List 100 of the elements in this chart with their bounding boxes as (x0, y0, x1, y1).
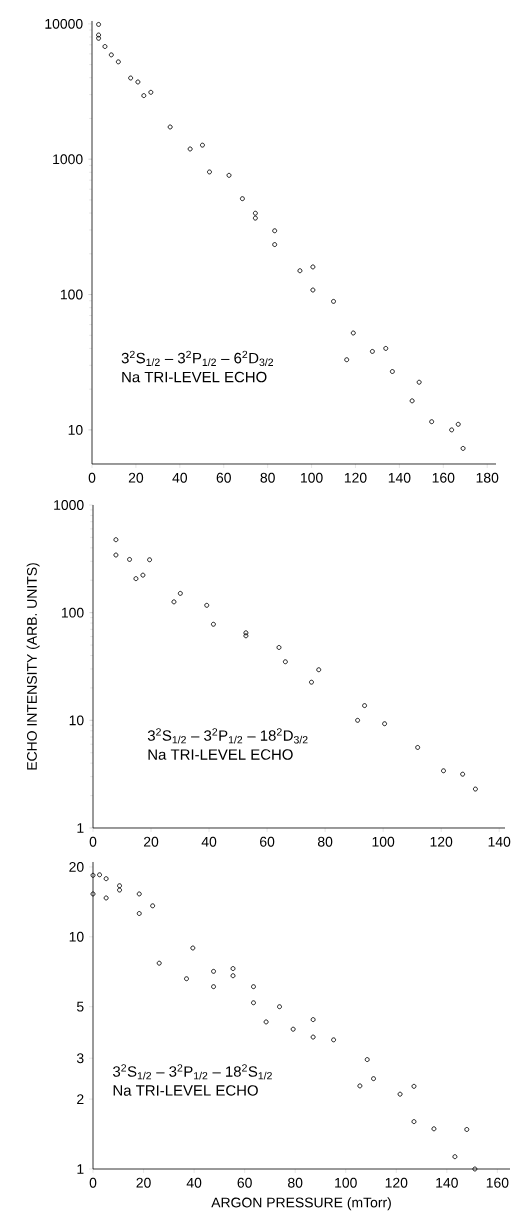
point (357, 1083, 363, 1089)
point (108, 52, 114, 58)
point (150, 903, 156, 909)
y-tick-label: 5 (76, 1001, 84, 1012)
point (272, 242, 278, 248)
y-tick-label: 2 (77, 1094, 84, 1104)
point (310, 264, 316, 270)
point (243, 633, 249, 639)
x-tick-label: 20 (136, 1177, 151, 1188)
point (371, 1076, 376, 1082)
point (133, 576, 139, 582)
point (117, 887, 122, 893)
point (211, 984, 216, 990)
annotation: Na TRI-LEVEL ECHO (148, 749, 293, 760)
x-tick-label: 100 (300, 472, 323, 483)
x-tick-label: 120 (344, 472, 367, 483)
point (397, 1091, 403, 1097)
x-tick-label: 0 (89, 836, 97, 847)
point (464, 1127, 470, 1132)
point (135, 79, 141, 85)
point (97, 872, 103, 878)
point (102, 44, 108, 49)
y-tick-label: 3 (76, 1053, 84, 1064)
point (190, 945, 196, 951)
y-tick-label: 1000 (54, 500, 84, 510)
x-tick-label: 40 (172, 472, 188, 483)
x-axis-title: ARGON PRESSURE (mTorr) (211, 1197, 391, 1211)
point (171, 599, 177, 605)
point (136, 911, 142, 916)
point (263, 1019, 269, 1025)
x-tick-label: 80 (288, 1177, 303, 1188)
point (429, 419, 435, 425)
text: 3$^{2}$S$_{1/2}$ – 3$^{2}$P$_{1/2}$ – 6$^{2}$D$_{3/2}$ (121, 350, 274, 366)
point (331, 1037, 337, 1043)
point (251, 1000, 256, 1006)
point (277, 1004, 282, 1010)
point (147, 557, 153, 563)
y-tick-label: 10000 (45, 18, 83, 29)
y-tick-label: 20 (69, 861, 84, 872)
point (415, 744, 421, 750)
point (230, 973, 236, 979)
x-tick-label: 120 (430, 836, 453, 847)
point (452, 1154, 458, 1160)
point (252, 210, 258, 216)
y-tick-label: 10 (68, 424, 83, 435)
y-tick-label: 1 (77, 1164, 84, 1174)
point (136, 891, 142, 897)
y-tick-label: 10 (69, 715, 84, 726)
x-tick-label: 0 (89, 1177, 97, 1188)
point (128, 75, 134, 81)
point (355, 717, 361, 723)
point (251, 984, 256, 990)
y-axis-title: ECHO INTENSITY (ARB. UNITS) (26, 563, 40, 770)
point (243, 630, 249, 636)
point (90, 891, 96, 897)
point (90, 872, 96, 878)
point (96, 32, 102, 38)
point (96, 21, 102, 27)
x-tick-label: 140 (388, 472, 411, 483)
point (362, 703, 368, 709)
point (472, 786, 478, 792)
x-tick-label: 80 (260, 472, 275, 483)
x-tick-label: 160 (486, 1177, 509, 1188)
point (431, 1126, 437, 1132)
point (276, 645, 282, 650)
point (113, 552, 119, 558)
x-tick-label: 20 (143, 836, 159, 847)
point (382, 721, 388, 727)
text: 3$^{2}$S$_{1/2}$ – 3$^{2}$P$_{1/2}$ – 18$^{2}$S$_{1/2}$ (113, 1064, 272, 1080)
point (177, 590, 183, 596)
x-tick-label: 100 (372, 836, 395, 847)
x-tick-label: 140 (436, 1177, 458, 1188)
point (226, 172, 232, 178)
point (310, 1034, 316, 1040)
x-tick-label: 20 (128, 472, 144, 483)
point (252, 215, 258, 221)
x-tick-label: 60 (237, 1177, 252, 1188)
annotation: Na TRI-LEVEL ECHO (113, 1085, 258, 1096)
point (364, 1057, 370, 1063)
x-tick-label: 60 (216, 472, 231, 483)
x-tick-label: 120 (385, 1177, 408, 1188)
point (449, 427, 455, 433)
point (411, 1083, 417, 1089)
point (199, 142, 205, 148)
point (316, 667, 322, 673)
point (455, 421, 461, 427)
point (460, 445, 466, 451)
point (272, 228, 278, 234)
point (472, 1166, 478, 1172)
point (416, 379, 422, 385)
point (344, 357, 350, 363)
point (460, 771, 466, 777)
point (127, 557, 133, 562)
point (211, 968, 216, 974)
point (409, 398, 415, 404)
annotation: Na TRI-LEVEL ECHO (122, 371, 267, 383)
point (290, 1026, 296, 1032)
point (113, 537, 119, 543)
point (184, 976, 189, 982)
y-tick-label: 1000 (53, 154, 83, 165)
